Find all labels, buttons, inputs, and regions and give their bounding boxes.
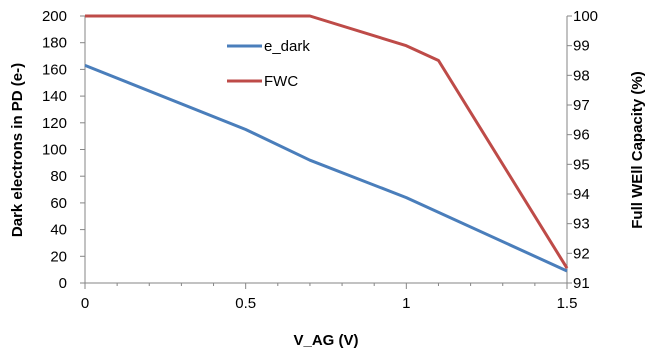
y-right-tick-label: 92 [573,245,590,262]
y-left-tick-label: 100 [42,142,67,159]
y-right-tick-label: 98 [573,67,590,84]
y-left-tick-label: 80 [50,168,67,185]
series-lines [84,14,569,273]
series-line-fwc [85,14,569,269]
x-tick-label: 0.5 [235,295,256,312]
y-left-tick-label: 20 [50,248,67,265]
y-left-tick-label: 120 [42,115,67,132]
y-right-tick-label: 100 [573,8,598,25]
y-left-tick-label: 200 [42,8,67,25]
x-tick-label: 1 [402,295,410,312]
y-right-tick-label: 91 [573,275,590,292]
y-left-tick-label: 60 [50,195,67,212]
y-right-tick-label: 96 [573,127,590,144]
x-axis-title: V_AG (V) [293,332,358,349]
y-left-tick-label: 180 [42,35,67,52]
legend: e_dark FWC [227,38,310,90]
y-left-tick-label: 160 [42,61,67,78]
y-right-tick-label: 95 [573,156,590,173]
right-axis-title: Full WEll Capacity (%) [629,71,646,229]
y-right-tick-label: 94 [573,186,590,203]
y-right-tick-label: 99 [573,38,590,55]
y-right-tick-label: 97 [573,97,590,114]
legend-label-e-dark: e_dark [264,38,310,55]
y-left-tick-label: 40 [50,222,67,239]
y-right-tick-label: 93 [573,216,590,233]
y-left-tick-label: 140 [42,88,67,105]
axis-ticks [80,15,572,289]
tick-labels: 0 0.5 1 1.5 0 20 40 60 80 100 120 140 160 180 200 91 92 9… [42,8,598,312]
legend-label-fwc: FWC [264,73,298,90]
x-tick-label: 0 [81,295,89,312]
left-axis-title: Dark electrons in PD (e-) [9,63,26,237]
y-left-tick-label: 0 [59,275,67,292]
x-tick-label: 1.5 [557,295,578,312]
series-line-e-dark [84,64,568,273]
